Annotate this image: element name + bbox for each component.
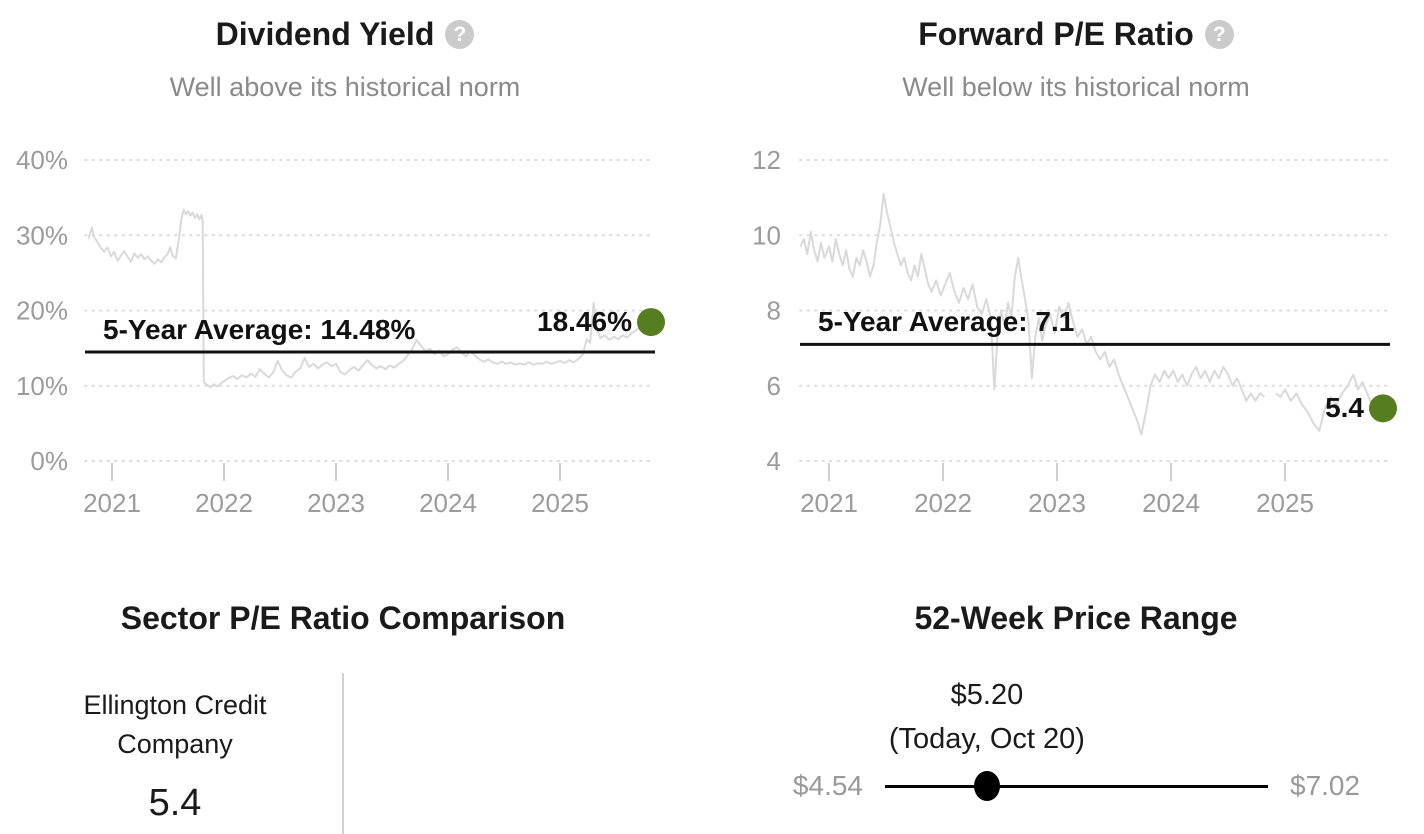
y-axis-label: 30% [16, 220, 68, 250]
question-mark-icon[interactable]: ? [445, 19, 475, 49]
price-range-current-dot [973, 771, 1000, 801]
x-axis-label: 2021 [800, 488, 858, 518]
price-range-current-price: $5.20 [950, 679, 1024, 711]
forward-pe-chart: 12 10 8 6 4 2021 2022 2023 2024 2025 [752, 145, 1397, 518]
x-axis-label: 2021 [83, 488, 141, 518]
dividend-yield-title: Dividend Yield [215, 15, 435, 52]
x-axis-label: 2025 [531, 488, 589, 518]
y-axis-label: 8 [767, 296, 781, 326]
y-axis-label: 12 [752, 145, 781, 175]
y-axis-label: 10 [752, 220, 781, 250]
pe-average-label: 5-Year Average: 7.1 [818, 306, 1075, 337]
forward-pe-title-row: Forward P/E Ratio ? [728, 12, 1424, 56]
dividend-yield-title-row: Dividend Yield ? [0, 12, 690, 56]
x-axis-label: 2024 [419, 488, 477, 518]
x-axis-label: 2022 [914, 488, 972, 518]
data-line [1275, 373, 1373, 432]
y-axis-label: 40% [16, 145, 68, 175]
x-axis-label: 2025 [1256, 488, 1314, 518]
x-axis-label: 2023 [1028, 488, 1086, 518]
y-axis-label: 4 [767, 446, 781, 476]
x-axis-label: 2023 [307, 488, 365, 518]
dividend-yield-subtitle: Well above its historical norm [169, 72, 521, 102]
dividend-average-label: 5-Year Average: 14.48% [103, 314, 416, 345]
price-range-low-label: $4.54 [792, 770, 863, 801]
dividend-yield-chart: 40% 30% 20% 10% 0% 2021 2022 2023 2024 2025 [16, 145, 665, 518]
y-axis-label: 6 [767, 371, 781, 401]
dividend-current-value: 18.46% [537, 306, 632, 337]
forward-pe-title: Forward P/E Ratio [918, 15, 1194, 52]
sector-company-label: Ellington Credit Company [83, 690, 267, 759]
x-axis-label: 2024 [1142, 488, 1200, 518]
y-axis-label: 10% [16, 371, 68, 401]
price-range-track [885, 785, 1268, 788]
forward-pe-subtitle: Well below its historical norm [902, 72, 1250, 102]
x-axis-label: 2022 [195, 488, 253, 518]
current-value-dot [1369, 394, 1397, 423]
price-range-title: 52-Week Price Range [914, 600, 1238, 636]
question-mark-icon[interactable]: ? [1204, 19, 1234, 49]
y-axis-label: 20% [16, 296, 68, 326]
price-range-high-label: $7.02 [1290, 770, 1361, 801]
sector-axis-line [342, 673, 344, 834]
price-range-current-date: (Today, Oct 20) [888, 723, 1085, 755]
sector-company-value: 5.4 [148, 782, 202, 824]
data-line [799, 192, 1266, 436]
current-value-dot [637, 308, 665, 337]
sector-comparison-title: Sector P/E Ratio Comparison [120, 600, 566, 636]
y-axis-label: 0% [30, 446, 68, 476]
data-line [87, 208, 645, 389]
pe-current-value: 5.4 [1325, 392, 1364, 423]
